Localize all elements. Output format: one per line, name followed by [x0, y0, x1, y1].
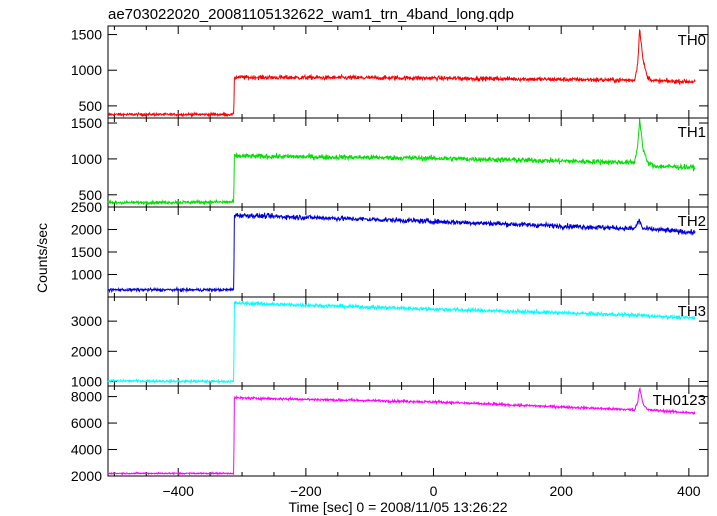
- panel-frame: [107, 296, 709, 387]
- series-line-th2: [107, 212, 696, 294]
- panel-label: TH1: [678, 124, 706, 141]
- panel-th0123: 2000 4000 6000 8000 TH0123: [71, 385, 709, 484]
- y-tick-label: 500: [79, 98, 103, 114]
- y-tick-label: 1000: [71, 267, 102, 283]
- x-tick-label: 200: [550, 483, 574, 499]
- panel-th3: 1000 2000 3000 TH3: [71, 296, 709, 389]
- panel-th0: 500 1000 1500 TH0: [71, 25, 709, 119]
- series-line-th0: [107, 28, 696, 118]
- y-tick-label: 1000: [71, 373, 102, 389]
- y-tick-label: 4000: [71, 442, 102, 458]
- series-line-th0123: [107, 387, 696, 476]
- series-line-th1: [107, 118, 696, 206]
- chart-title: ae703022020_20081105132622_wam1_trn_4ban…: [108, 6, 514, 23]
- x-tick-label: −200: [290, 483, 322, 499]
- x-tick-label: 400: [677, 483, 701, 499]
- y-tick-label: 500: [79, 187, 103, 203]
- y-tick-label: 8000: [71, 389, 102, 405]
- panel-th1: 500 1000 1500 TH1: [71, 115, 709, 208]
- y-tick-label: 6000: [71, 415, 102, 431]
- y-tick-label: 1500: [71, 115, 102, 131]
- panel-label: TH2: [678, 213, 706, 230]
- x-axis-label: Time [sec] 0 = 2008/11/05 13:26:22: [288, 499, 507, 515]
- panel-label: TH3: [678, 303, 706, 320]
- series-line-th3: [107, 300, 696, 384]
- panel-frame: [107, 385, 709, 477]
- panel-label: TH0: [678, 32, 706, 49]
- y-tick-label: 3000: [71, 313, 102, 329]
- y-tick-label: 1500: [71, 244, 102, 260]
- y-tick-label: 2500: [71, 199, 102, 215]
- y-tick-label: 2000: [71, 343, 102, 359]
- y-tick-label: 1000: [71, 62, 102, 78]
- y-axis-label: Counts/sec: [34, 223, 50, 293]
- y-tick-label: 1000: [71, 151, 102, 167]
- y-tick-label: 1500: [71, 27, 102, 43]
- x-tick-label: −400: [162, 483, 194, 499]
- panel-th2: 1000 1500 2000 2500 TH2: [71, 199, 709, 298]
- x-tick-label: 0: [430, 483, 438, 499]
- y-tick-label: 2000: [71, 222, 102, 238]
- panel-frame: [107, 25, 709, 119]
- y-tick-label: 2000: [71, 468, 102, 484]
- panel-label: TH0123: [653, 392, 706, 409]
